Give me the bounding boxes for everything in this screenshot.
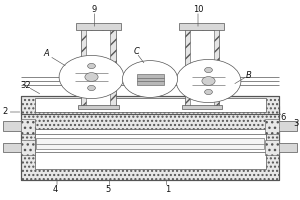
Circle shape	[59, 55, 124, 99]
Bar	[3, 121, 22, 131]
Bar	[21, 96, 279, 180]
Bar	[21, 140, 35, 155]
Text: 1: 1	[165, 184, 171, 194]
Bar	[265, 119, 279, 134]
Bar	[34, 98, 266, 112]
Bar	[21, 106, 279, 180]
Bar	[86, 30, 110, 106]
Circle shape	[205, 89, 212, 95]
Bar	[81, 28, 116, 106]
Bar	[34, 134, 266, 152]
Text: A: A	[44, 49, 50, 58]
Bar	[278, 143, 297, 152]
Circle shape	[176, 59, 241, 103]
Bar	[3, 143, 22, 152]
Bar	[21, 119, 35, 134]
Circle shape	[85, 73, 98, 81]
Text: 6: 6	[281, 114, 286, 122]
Text: 9: 9	[92, 4, 97, 14]
Text: B: B	[246, 71, 252, 79]
Bar	[136, 74, 164, 85]
Text: 4: 4	[53, 184, 58, 194]
Circle shape	[88, 85, 95, 91]
Text: 3: 3	[294, 119, 299, 129]
Bar	[21, 96, 279, 114]
Bar	[182, 105, 222, 109]
Bar	[34, 129, 266, 169]
Bar	[36, 138, 264, 149]
Text: 10: 10	[193, 4, 203, 14]
Bar	[190, 30, 214, 106]
Bar	[184, 28, 219, 106]
Circle shape	[202, 77, 215, 85]
Text: 2: 2	[3, 108, 8, 116]
Bar	[278, 121, 297, 131]
Text: 32: 32	[20, 81, 31, 90]
Bar	[76, 23, 121, 30]
Circle shape	[122, 61, 178, 97]
Circle shape	[205, 67, 212, 73]
Bar	[179, 23, 224, 30]
Text: 5: 5	[105, 184, 111, 194]
Bar	[78, 105, 118, 109]
Text: C: C	[134, 46, 140, 55]
Bar	[265, 140, 279, 155]
Circle shape	[88, 63, 95, 69]
